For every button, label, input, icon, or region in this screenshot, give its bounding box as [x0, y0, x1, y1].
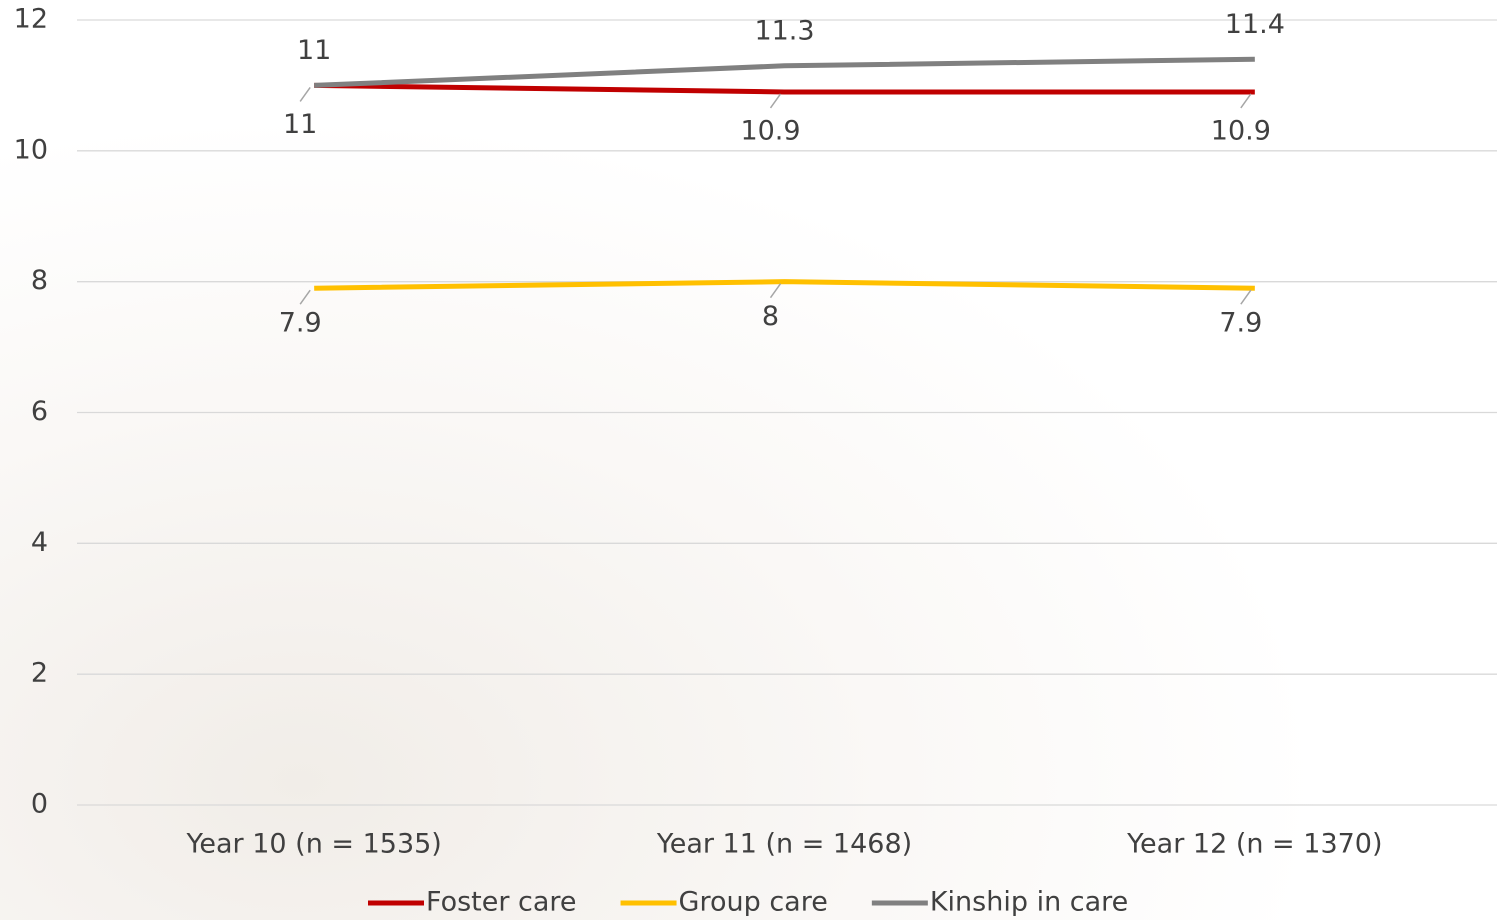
y-tick-label: 0 [31, 789, 48, 820]
data-label: 10.9 [1211, 115, 1271, 146]
data-label: 11.4 [1225, 9, 1285, 40]
x-tick-label: Year 10 (n = 1535) [185, 829, 441, 860]
y-tick-label: 8 [31, 265, 48, 296]
data-label: 10.9 [740, 115, 800, 146]
leader-line [299, 86, 311, 102]
x-tick-label: Year 12 (n = 1370) [1126, 829, 1382, 860]
leader-line [1240, 289, 1252, 305]
y-tick-label: 4 [31, 527, 48, 558]
legend-label: Kinship in care [930, 887, 1128, 918]
y-tick-label: 12 [14, 4, 48, 35]
data-label: 11.3 [754, 15, 814, 46]
y-tick-label: 10 [14, 134, 48, 165]
legend-label: Foster care [426, 887, 577, 918]
data-label: 11 [297, 35, 331, 66]
leader-line [1240, 93, 1252, 109]
data-label: 7.9 [1219, 308, 1262, 339]
y-tick-label: 6 [31, 396, 48, 427]
x-tick-label: Year 11 (n = 1468) [656, 829, 912, 860]
data-label: 7.9 [279, 308, 322, 339]
data-label: 8 [762, 301, 779, 332]
leader-line [769, 283, 782, 299]
legend-label: Group care [679, 887, 828, 918]
series-line [314, 56, 1255, 88]
leader-line [769, 93, 782, 109]
data-label: 11 [283, 109, 317, 140]
series-line [314, 82, 1255, 95]
leader-line [299, 289, 311, 305]
y-tick-label: 2 [31, 658, 48, 689]
series-line [314, 279, 1255, 291]
